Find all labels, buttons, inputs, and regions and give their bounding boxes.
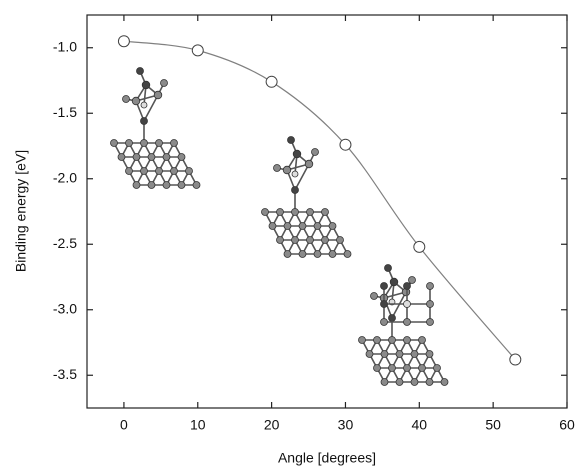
structure-inset: [111, 68, 201, 189]
x-tick-label: 10: [190, 417, 206, 433]
structure-inset: [262, 137, 352, 258]
series-line: [124, 41, 515, 359]
data-point: [510, 354, 521, 365]
x-tick-label: 30: [338, 417, 354, 433]
structure-inset: [359, 265, 449, 386]
y-tick-label: -3.0: [53, 300, 77, 316]
data-point: [340, 139, 351, 150]
y-axis-title: Binding energy [eV]: [13, 150, 29, 272]
x-tick-label: 50: [485, 417, 501, 433]
data-point: [192, 45, 203, 56]
data-point: [118, 36, 129, 47]
data-point: [266, 76, 277, 87]
y-tick-label: -3.5: [53, 366, 77, 382]
y-tick-label: -1.5: [53, 104, 77, 120]
y-tick-label: -2.5: [53, 235, 77, 251]
x-axis-title: Angle [degrees]: [278, 450, 376, 466]
x-tick-label: 20: [264, 417, 280, 433]
data-point: [414, 241, 425, 252]
y-tick-label: -2.0: [53, 169, 77, 185]
page: Angle [degrees] Binding energy [eV] 0 10 2…: [0, 0, 578, 471]
x-tick-label: 60: [559, 417, 575, 433]
x-tick-label: 0: [120, 417, 128, 433]
chart: Angle [degrees] Binding energy [eV] 0 10 2…: [0, 0, 578, 471]
x-tick-label: 40: [412, 417, 428, 433]
y-tick-label: -1.0: [53, 38, 77, 54]
